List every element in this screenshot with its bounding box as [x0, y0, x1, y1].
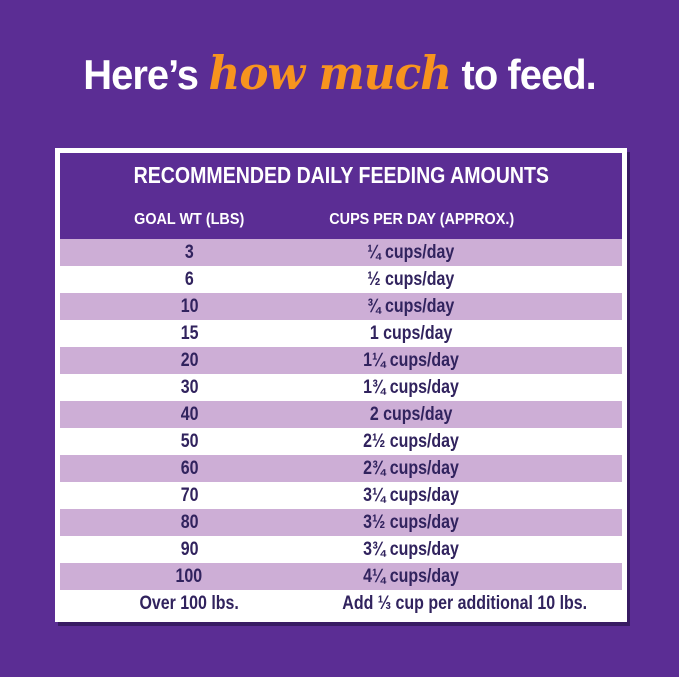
goal-weight-value: 30 [180, 376, 199, 398]
table-title: RECOMMENDED DAILY FEEDING AMOUNTS [133, 162, 549, 188]
cups-cell: 1 cups/day [319, 323, 504, 345]
table-row: 100 4¼ cups/day [60, 563, 622, 590]
goal-weight-cell: 3 [60, 242, 319, 264]
table-row: 40 2 cups/day [60, 401, 622, 428]
table-header-band: RECOMMENDED DAILY FEEDING AMOUNTS GOAL W… [60, 153, 622, 239]
goal-weight-value: 20 [180, 349, 199, 371]
goal-weight-value: 10 [180, 295, 199, 317]
column-header-cups-cell: CUPS PER DAY (APPROX.) [319, 211, 514, 229]
cups-cell: 3¾ cups/day [319, 539, 504, 561]
goal-weight-cell: 50 [60, 431, 319, 453]
feeding-table-card: RECOMMENDED DAILY FEEDING AMOUNTS GOAL W… [55, 148, 627, 622]
column-header-goal-wt-cell: GOAL WT (LBS) [60, 211, 319, 229]
goal-weight-value: 6 [184, 268, 194, 290]
cups-cell: Add ⅓ cup per additional 10 lbs. [319, 593, 587, 615]
goal-weight-value: Over 100 lbs. [139, 592, 239, 614]
cups-value: 2¾ cups/day [363, 457, 460, 479]
goal-weight-cell: 10 [60, 296, 319, 318]
goal-weight-value: 60 [180, 457, 199, 479]
goal-weight-value: 70 [180, 484, 199, 506]
goal-weight-cell: Over 100 lbs. [60, 593, 319, 615]
image-bottom-edge [0, 677, 679, 679]
goal-weight-cell: 60 [60, 458, 319, 480]
page-title-suffix: to feed. [461, 51, 597, 98]
cups-cell: 4¼ cups/day [319, 566, 504, 588]
cups-cell: ½ cups/day [319, 269, 504, 291]
cups-value: 1¼ cups/day [363, 349, 460, 371]
cups-value: 3¾ cups/day [363, 538, 460, 560]
cups-value: 3¼ cups/day [363, 484, 460, 506]
goal-weight-value: 3 [184, 241, 194, 263]
table-row: 30 1¾ cups/day [60, 374, 622, 401]
table-row: 10 ¾ cups/day [60, 293, 622, 320]
cups-value: ¼ cups/day [367, 241, 455, 263]
goal-weight-cell: 90 [60, 539, 319, 561]
cups-value: Add ⅓ cup per additional 10 lbs. [341, 592, 587, 614]
cups-cell: 2¾ cups/day [319, 458, 504, 480]
goal-weight-value: 100 [175, 565, 203, 587]
goal-weight-cell: 15 [60, 323, 319, 345]
cups-value: 2 cups/day [369, 403, 453, 425]
cups-value: 1¾ cups/day [363, 376, 460, 398]
table-row: 70 3¼ cups/day [60, 482, 622, 509]
goal-weight-value: 15 [180, 322, 199, 344]
cups-cell: ¼ cups/day [319, 242, 504, 264]
cups-value: ½ cups/day [367, 268, 455, 290]
column-headers: GOAL WT (LBS) CUPS PER DAY (APPROX.) [60, 211, 622, 229]
goal-weight-cell: 80 [60, 512, 319, 534]
table-row: 50 2½ cups/day [60, 428, 622, 455]
page-title: Here’s how much to feed. [17, 46, 662, 100]
table-row: 80 3½ cups/day [60, 509, 622, 536]
page-title-highlight: how much [208, 46, 452, 100]
column-header-cups: CUPS PER DAY (APPROX.) [328, 211, 514, 228]
column-header-spacer [504, 211, 622, 229]
cups-cell: 1¾ cups/day [319, 377, 504, 399]
goal-weight-cell: 20 [60, 350, 319, 372]
goal-weight-cell: 70 [60, 485, 319, 507]
goal-weight-value: 90 [180, 538, 199, 560]
cups-cell: 3½ cups/day [319, 512, 504, 534]
table-title-wrap: RECOMMENDED DAILY FEEDING AMOUNTS [60, 162, 622, 189]
goal-weight-cell: 100 [60, 566, 319, 588]
page-title-prefix: Here’s [83, 51, 199, 98]
table-row: 3 ¼ cups/day [60, 239, 622, 266]
goal-weight-cell: 40 [60, 404, 319, 426]
cups-value: 1 cups/day [369, 322, 453, 344]
cups-value: 4¼ cups/day [363, 565, 460, 587]
table-row: 90 3¾ cups/day [60, 536, 622, 563]
cups-value: 3½ cups/day [363, 511, 460, 533]
table-row: 15 1 cups/day [60, 320, 622, 347]
goal-weight-cell: 6 [60, 269, 319, 291]
cups-value: ¾ cups/day [367, 295, 455, 317]
cups-cell: 1¼ cups/day [319, 350, 504, 372]
cups-cell: ¾ cups/day [319, 296, 504, 318]
goal-weight-cell: 30 [60, 377, 319, 399]
cups-value: 2½ cups/day [363, 430, 460, 452]
goal-weight-value: 40 [180, 403, 199, 425]
goal-weight-value: 50 [180, 430, 199, 452]
column-header-goal-wt: GOAL WT (LBS) [134, 211, 245, 228]
table-row: 20 1¼ cups/day [60, 347, 622, 374]
cups-cell: 3¼ cups/day [319, 485, 504, 507]
table-row: Over 100 lbs. Add ⅓ cup per additional 1… [60, 590, 622, 617]
table-row: 60 2¾ cups/day [60, 455, 622, 482]
table-row: 6 ½ cups/day [60, 266, 622, 293]
table-body: 3 ¼ cups/day 6 ½ cups/day 10 ¾ cups/day … [60, 239, 622, 617]
cups-cell: 2 cups/day [319, 404, 504, 426]
goal-weight-value: 80 [180, 511, 199, 533]
cups-cell: 2½ cups/day [319, 431, 504, 453]
